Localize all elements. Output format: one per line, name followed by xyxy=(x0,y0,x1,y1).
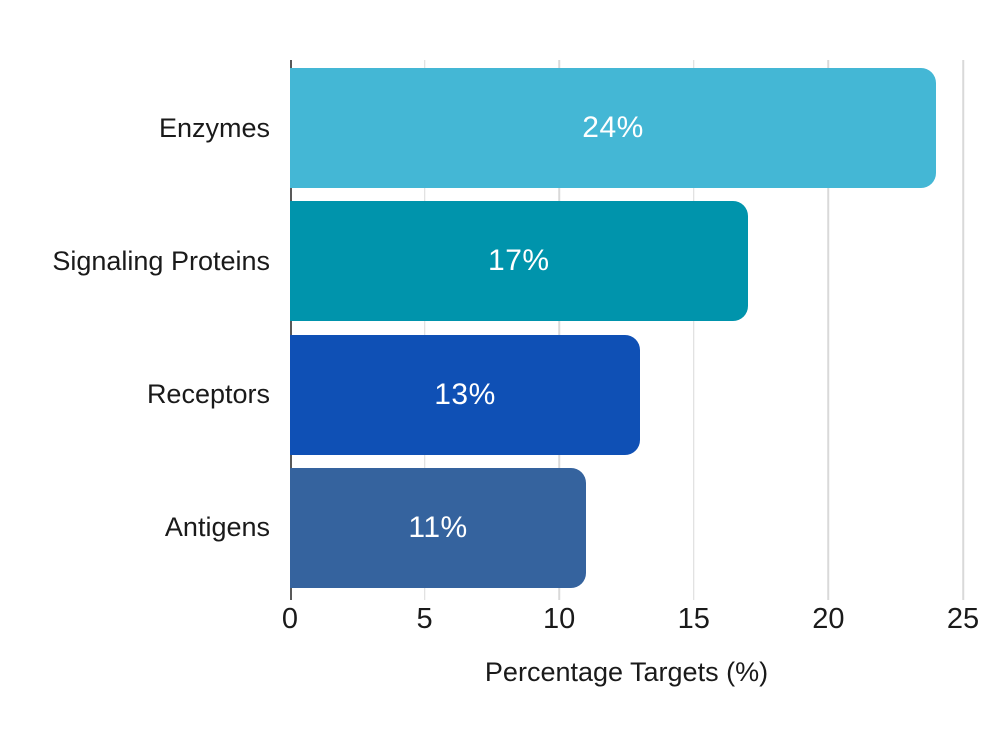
x-tick-5: 5 xyxy=(416,603,433,635)
category-label-enzymes: Enzymes xyxy=(158,112,270,143)
x-axis-tick-labels: 0 5 10 15 20 25 xyxy=(282,603,979,643)
bar-track-receptors: 13% xyxy=(290,334,963,455)
gridline-10 xyxy=(558,60,560,600)
bar-value-label-enzymes: 24% xyxy=(582,111,644,144)
gridline-5 xyxy=(423,60,426,600)
bar-track-antigens: 11% xyxy=(290,467,963,588)
x-tick-20: 20 xyxy=(812,603,845,635)
x-tick-15: 15 xyxy=(677,603,710,635)
x-tick-0: 0 xyxy=(281,603,299,635)
bar-receptors: 13% xyxy=(290,334,640,455)
bar-enzymes: 24% xyxy=(290,68,937,188)
bar-series: 24% 17% 13% 11% xyxy=(290,60,963,600)
x-tick-25: 25 xyxy=(946,603,980,635)
gridline-15 xyxy=(693,60,695,600)
x-tick-10: 10 xyxy=(543,603,576,635)
bar-value-label-receptors: 13% xyxy=(434,377,496,411)
category-label-signaling-proteins: Signaling Proteins xyxy=(52,245,270,276)
bar-track-enzymes: 24% xyxy=(290,68,963,188)
category-label-receptors: Receptors xyxy=(146,379,270,410)
bar-value-label-signaling-proteins: 17% xyxy=(488,244,550,278)
gridline-25 xyxy=(962,60,964,600)
bar-value-label-antigens: 11% xyxy=(408,510,468,544)
category-label-antigens: Antigens xyxy=(164,512,270,543)
gridline-20 xyxy=(827,60,830,600)
bar-signaling-proteins: 17% xyxy=(290,201,748,322)
bar-antigens: 11% xyxy=(290,467,587,588)
category-axis-labels: Enzymes Signaling Proteins Receptors Ant… xyxy=(0,60,270,600)
x-axis-title: Percentage Targets (%) xyxy=(484,657,769,687)
y-axis-line xyxy=(290,60,292,600)
gridlines xyxy=(290,60,964,600)
plot-area: 24% 17% 13% 11% xyxy=(290,60,964,600)
bar-track-signaling-proteins: 17% xyxy=(290,201,963,322)
